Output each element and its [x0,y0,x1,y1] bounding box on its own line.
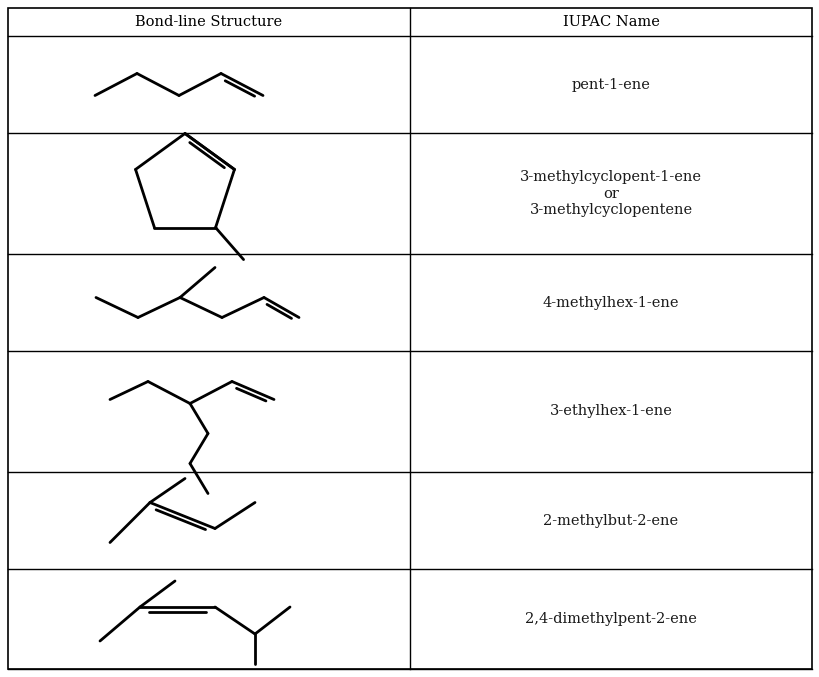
Text: 3-methylcyclopent-1-ene
or
3-methylcyclopentene: 3-methylcyclopent-1-ene or 3-methylcyclo… [519,171,701,217]
Text: 2,4-dimethylpent-2-ene: 2,4-dimethylpent-2-ene [524,612,696,626]
Text: Bond-line Structure: Bond-line Structure [135,15,283,29]
Text: 2-methylbut-2-ene: 2-methylbut-2-ene [543,513,678,527]
Text: IUPAC Name: IUPAC Name [562,15,658,29]
Text: pent-1-ene: pent-1-ene [571,77,649,91]
Text: 4-methylhex-1-ene: 4-methylhex-1-ene [542,295,678,309]
Text: 3-ethylhex-1-ene: 3-ethylhex-1-ene [549,404,672,418]
